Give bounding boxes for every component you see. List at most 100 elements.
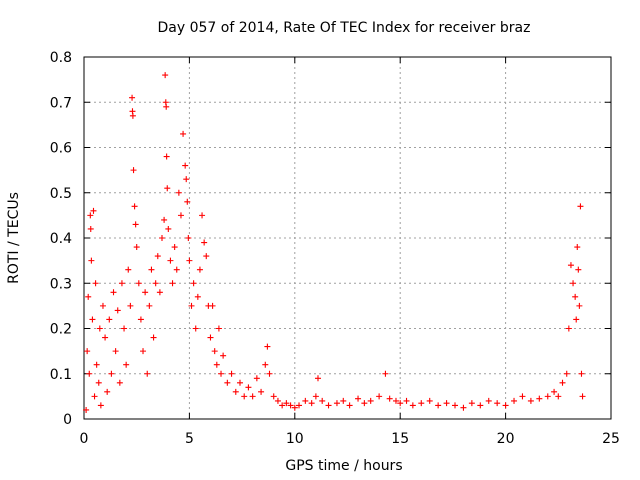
data-point	[169, 280, 176, 287]
axis-ticks: 0 5 10 15 20 25 0 0.1 0.2 0.3 0.4 0.5 0.6 0.7 0.8	[50, 50, 620, 447]
x-tick-label: 10	[286, 431, 304, 447]
data-point	[494, 400, 501, 407]
data-point	[201, 239, 208, 246]
data-point	[154, 253, 161, 260]
data-point	[140, 348, 147, 355]
data-point	[127, 302, 134, 309]
data-point	[567, 262, 574, 269]
data-point	[91, 393, 98, 400]
data-point	[88, 257, 95, 264]
y-tick-label: 0.1	[50, 367, 72, 383]
data-point	[460, 404, 467, 411]
data-point	[110, 289, 117, 296]
data-point	[215, 325, 222, 332]
data-point	[209, 302, 216, 309]
data-point	[196, 266, 203, 273]
data-point	[171, 244, 178, 251]
data-point	[409, 402, 416, 409]
data-point	[253, 375, 260, 382]
data-point	[182, 162, 189, 169]
y-axis-label: ROTI / TECUs	[6, 192, 22, 284]
data-point	[319, 397, 326, 404]
data-point	[576, 302, 583, 309]
data-point	[121, 325, 128, 332]
data-point	[232, 388, 239, 395]
data-point	[164, 185, 171, 192]
data-point	[163, 153, 170, 160]
data-point	[544, 393, 551, 400]
data-point	[536, 395, 543, 402]
data-point	[146, 302, 153, 309]
data-point	[249, 393, 256, 400]
data-point	[224, 379, 231, 386]
data-point	[152, 280, 159, 287]
data-point	[302, 397, 309, 404]
data-point	[477, 402, 484, 409]
data-point	[104, 388, 111, 395]
data-point	[575, 266, 582, 273]
data-point	[367, 397, 374, 404]
data-point	[133, 244, 140, 251]
data-point	[123, 361, 130, 368]
y-tick-label: 0.4	[50, 231, 72, 247]
data-point	[443, 400, 450, 407]
data-point	[314, 375, 321, 382]
data-point	[573, 316, 580, 323]
data-point	[112, 348, 119, 355]
data-point	[96, 325, 103, 332]
data-point	[129, 112, 136, 119]
x-axis-label: GPS time / hours	[285, 458, 402, 474]
data-point	[426, 397, 433, 404]
data-point	[403, 397, 410, 404]
data-point	[551, 388, 558, 395]
data-point	[283, 400, 290, 407]
data-point	[87, 212, 94, 219]
data-point	[86, 370, 93, 377]
data-point	[340, 397, 347, 404]
data-point	[130, 167, 137, 174]
data-point	[291, 404, 298, 411]
y-tick-label: 0	[63, 412, 72, 428]
data-point	[180, 130, 187, 137]
data-point	[452, 402, 459, 409]
y-tick-label: 0.5	[50, 186, 72, 202]
data-point	[185, 235, 192, 241]
data-point	[325, 402, 332, 409]
data-point	[93, 361, 100, 368]
data-point	[579, 393, 586, 400]
data-point	[270, 393, 277, 400]
data-point	[90, 207, 97, 214]
data-point	[376, 393, 383, 400]
data-point	[577, 203, 584, 210]
data-point	[199, 212, 206, 219]
data-point	[137, 316, 144, 323]
data-point	[355, 395, 362, 402]
data-point	[236, 379, 243, 386]
data-point	[190, 280, 197, 287]
data-point	[382, 370, 389, 377]
data-point	[203, 253, 210, 260]
x-tick-label: 15	[391, 431, 409, 447]
data-point	[218, 370, 225, 377]
data-point	[264, 343, 271, 350]
data-point	[418, 400, 425, 407]
data-point	[220, 352, 227, 359]
data-point	[162, 72, 169, 79]
data-point	[574, 244, 581, 251]
data-point	[296, 402, 303, 409]
data-point	[106, 316, 113, 323]
data-point	[519, 393, 526, 400]
data-point	[131, 203, 138, 210]
data-point	[333, 400, 340, 407]
data-point	[99, 302, 106, 309]
data-point	[142, 289, 149, 296]
data-point	[148, 266, 155, 273]
data-point	[194, 293, 201, 300]
data-point	[97, 402, 104, 409]
data-point	[555, 393, 562, 400]
data-point	[156, 289, 163, 296]
data-point	[102, 334, 109, 341]
x-tick-label: 25	[602, 431, 620, 447]
data-point	[274, 397, 281, 404]
